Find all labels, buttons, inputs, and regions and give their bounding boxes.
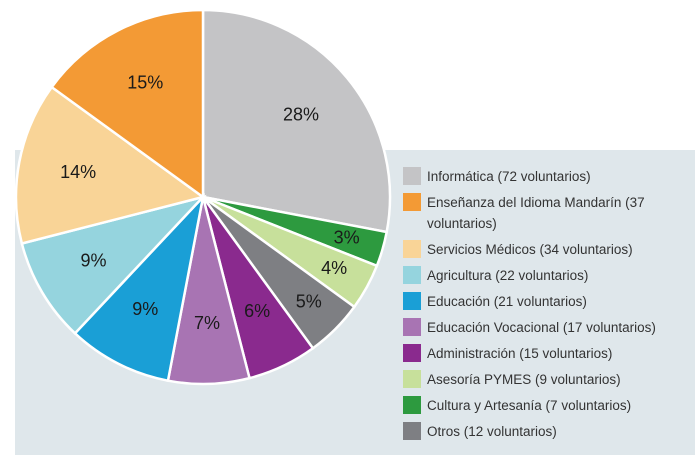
slice-label: 9%	[132, 299, 158, 319]
legend-item: Educación (21 voluntarios)	[403, 292, 693, 312]
legend-swatch	[403, 396, 421, 414]
slice-label: 28%	[283, 105, 319, 125]
slice-label: 15%	[127, 72, 163, 92]
legend-swatch	[403, 266, 421, 284]
legend-item: Cultura y Artesanía (7 voluntarios)	[403, 396, 693, 416]
legend-swatch	[403, 370, 421, 388]
slice-label: 9%	[81, 250, 107, 270]
legend-swatch	[403, 193, 421, 211]
pie-slice	[73, 193, 206, 383]
legend-item: Educación Vocacional (17 voluntarios)	[403, 318, 693, 338]
legend-item: Enseñanza del Idioma Mandarín (37 volunt…	[403, 193, 693, 234]
slice-label: 4%	[321, 258, 347, 278]
legend-label: Otros (12 voluntarios)	[427, 424, 557, 439]
legend-swatch	[403, 318, 421, 336]
legend-item: Otros (12 voluntarios)	[403, 422, 693, 442]
slice-label: 14%	[60, 162, 96, 182]
legend-label: Asesoría PYMES (9 voluntarios)	[427, 372, 621, 387]
legend-item: Informática (72 voluntarios)	[403, 167, 693, 187]
legend-label: Servicios Médicos (34 voluntarios)	[427, 242, 633, 257]
pie-slice	[201, 8, 392, 234]
slice-label: 3%	[334, 227, 360, 247]
legend-item: Asesoría PYMES (9 voluntarios)	[403, 370, 693, 390]
legend-swatch	[403, 167, 421, 185]
slice-label: 5%	[296, 292, 322, 312]
legend-label: Enseñanza del Idioma Mandarín (37 volunt…	[427, 195, 645, 231]
legend-swatch	[403, 344, 421, 362]
legend-swatch	[403, 240, 421, 258]
legend-label: Cultura y Artesanía (7 voluntarios)	[427, 398, 632, 413]
legend-swatch	[403, 422, 421, 440]
legend-label: Educación (21 voluntarios)	[427, 294, 587, 309]
pie-slice	[49, 8, 205, 200]
slice-label: 7%	[194, 313, 220, 333]
slice-label: 6%	[244, 301, 270, 321]
legend-label: Educación Vocacional (17 voluntarios)	[427, 320, 656, 335]
legend-label: Agricultura (22 voluntarios)	[427, 268, 589, 283]
pie-slice	[14, 85, 206, 246]
legend: Informática (72 voluntarios) Enseñanza de…	[403, 167, 693, 448]
legend-label: Informática (72 voluntarios)	[427, 169, 591, 184]
legend-label: Administración (15 voluntarios)	[427, 346, 613, 361]
legend-item: Agricultura (22 voluntarios)	[403, 266, 693, 286]
pie-slice	[20, 194, 207, 336]
legend-item: Servicios Médicos (34 voluntarios)	[403, 240, 693, 260]
legend-item: Administración (15 voluntarios)	[403, 344, 693, 364]
legend-swatch	[403, 292, 421, 310]
